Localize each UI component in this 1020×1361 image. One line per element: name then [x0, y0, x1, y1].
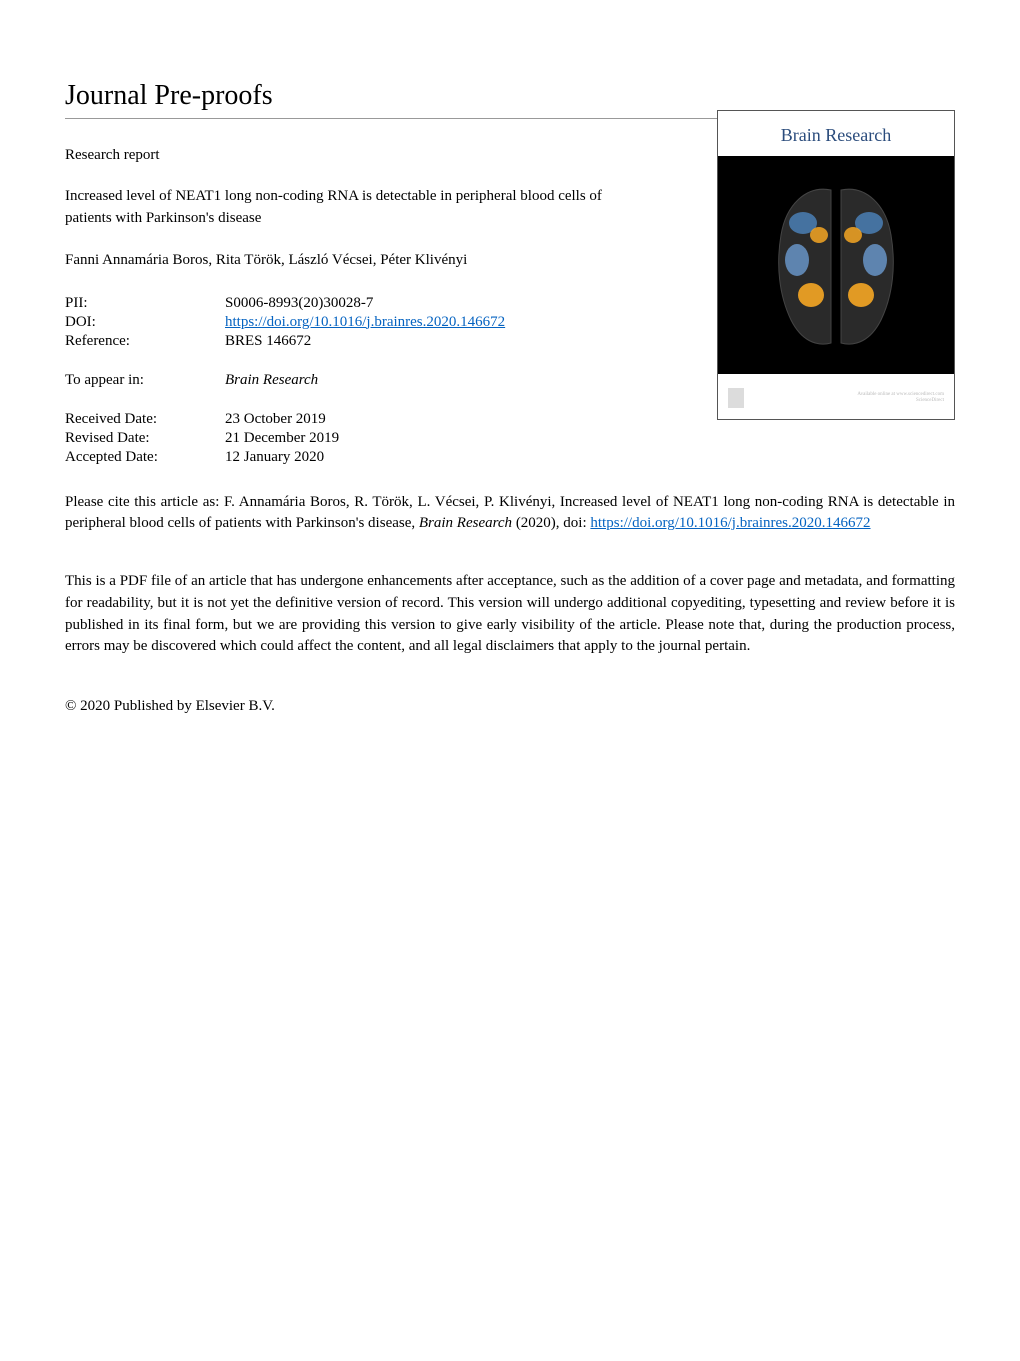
cover-image-area [718, 156, 954, 374]
disclaimer-text: This is a PDF file of an article that ha… [65, 571, 955, 658]
publisher-logo-icon [728, 388, 744, 408]
copyright-line: © 2020 Published by Elsevier B.V. [65, 698, 955, 715]
meta-label-reference: Reference: [65, 333, 225, 350]
citation-block: Please cite this article as: F. Annamári… [65, 492, 955, 536]
meta-row-accepted: Accepted Date: 12 January 2020 [65, 449, 955, 466]
meta-label-received: Received Date: [65, 411, 225, 428]
journal-cover-thumbnail: Brain Research Available online at www.s… [717, 110, 955, 420]
doi-link[interactable]: https://doi.org/10.1016/j.brainres.2020.… [225, 314, 505, 330]
cover-journal-name: Brain Research [718, 111, 954, 156]
meta-value-revised: 21 December 2019 [225, 430, 955, 447]
cover-footer: Available online at www.sciencedirect.co… [718, 374, 954, 422]
meta-label-revised: Revised Date: [65, 430, 225, 447]
meta-label-doi: DOI: [65, 314, 225, 331]
citation-year: (2020), doi: [512, 515, 590, 531]
citation-doi-link[interactable]: https://doi.org/10.1016/j.brainres.2020.… [590, 515, 870, 531]
meta-row-revised: Revised Date: 21 December 2019 [65, 430, 955, 447]
meta-label-accepted: Accepted Date: [65, 449, 225, 466]
page-header-title: Journal Pre-proofs [65, 80, 955, 112]
brain-icon [761, 175, 911, 355]
meta-label-toappear: To appear in: [65, 372, 225, 389]
article-title: Increased level of NEAT1 long non-coding… [65, 186, 645, 230]
cover-small-print: Available online at www.sciencedirect.co… [857, 392, 944, 405]
citation-journal: Brain Research [419, 515, 512, 531]
meta-label-pii: PII: [65, 295, 225, 312]
meta-value-accepted: 12 January 2020 [225, 449, 955, 466]
